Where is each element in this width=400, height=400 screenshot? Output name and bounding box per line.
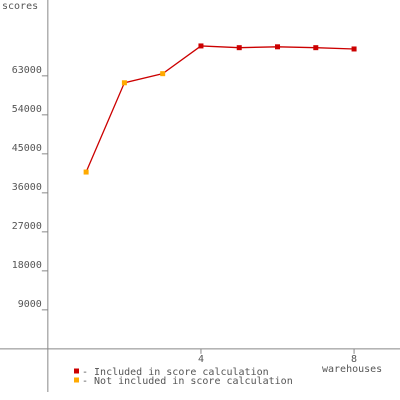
legend-swatch <box>74 368 79 374</box>
point <box>83 169 89 175</box>
point <box>351 46 357 52</box>
point <box>121 80 127 86</box>
point <box>160 71 166 77</box>
x-axis-label: warehouses <box>322 364 382 375</box>
point <box>275 44 281 50</box>
y-tick-label: 63000 <box>12 65 42 76</box>
score-line <box>85 45 355 173</box>
legend-swatch <box>74 377 79 383</box>
y-tick-label: 54000 <box>12 104 42 115</box>
y-axis-label: scores <box>2 1 38 12</box>
x-tick-label: 4 <box>198 354 204 365</box>
point <box>198 43 204 49</box>
y-tick-label: 27000 <box>12 221 42 232</box>
y-tick-label: 9000 <box>18 299 42 310</box>
y-tick-label: 18000 <box>12 260 42 271</box>
legend-label: - Included in score calculation <box>82 367 269 378</box>
x-tick-label: 8 <box>351 354 357 365</box>
y-tick-label: 45000 <box>12 143 42 154</box>
legend-label: - Not included in score calculation <box>82 376 293 387</box>
point <box>313 45 319 51</box>
y-tick-label: 36000 <box>12 182 42 193</box>
point <box>236 45 242 51</box>
